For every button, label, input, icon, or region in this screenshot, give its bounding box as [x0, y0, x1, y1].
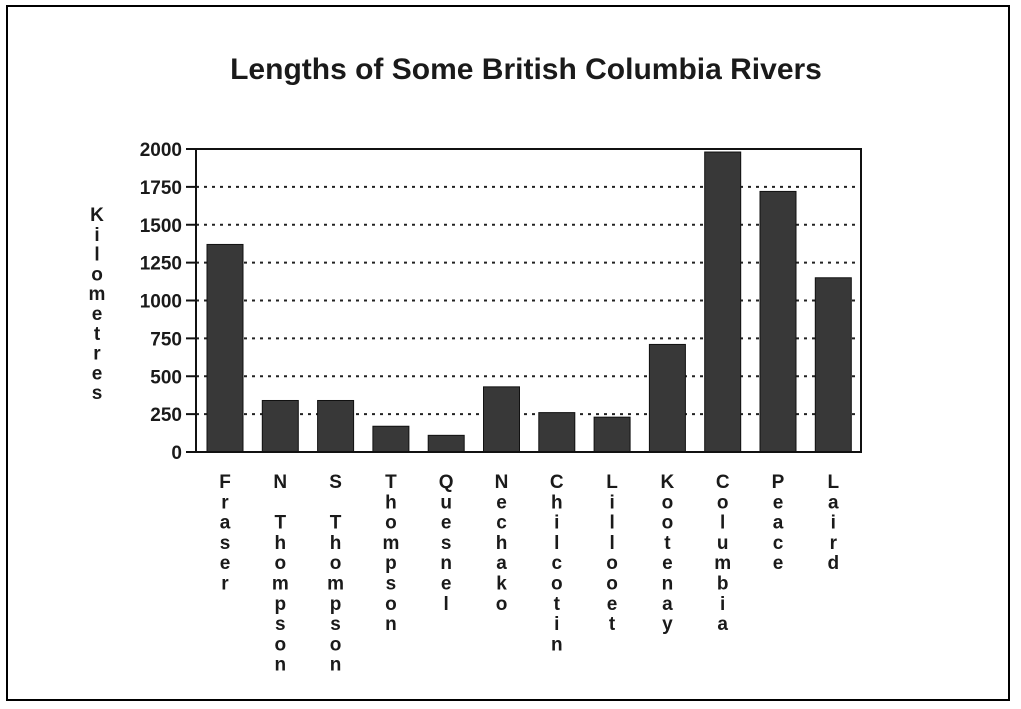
y-tick-label: 250 [150, 405, 182, 426]
bar-kootenay [648, 343, 686, 453]
bar-n-thompson [261, 399, 299, 453]
y-tick-label: 1250 [140, 254, 182, 275]
y-tick-label: 500 [150, 367, 182, 388]
bar-nechako [483, 386, 520, 453]
bar-quesnel [427, 434, 465, 453]
bar-peace [759, 190, 797, 453]
bars [206, 151, 852, 453]
y-tick-label: 1000 [140, 292, 182, 313]
bar-s-thompson [317, 399, 355, 453]
y-tick-label: 2000 [140, 140, 182, 161]
bar-fraser [206, 243, 244, 453]
y-tick-label: 1500 [140, 216, 182, 237]
y-tick-label: 1750 [140, 178, 182, 199]
chart-title: Lengths of Some British Columbia Rivers [230, 53, 822, 86]
gridlines [196, 185, 861, 416]
y-tick-label: 750 [150, 329, 182, 350]
bar-lillooet [593, 416, 631, 453]
page-border [6, 5, 1010, 701]
bar-chilcotin [538, 412, 576, 453]
y-tick-label: 0 [171, 443, 182, 464]
y-axis-ticks: 0 250 500 750 1000 1250 1500 1750 2000 [140, 140, 196, 464]
bar-columbia [704, 151, 742, 453]
bar-thompson [372, 425, 410, 453]
bar-laird [814, 277, 852, 453]
